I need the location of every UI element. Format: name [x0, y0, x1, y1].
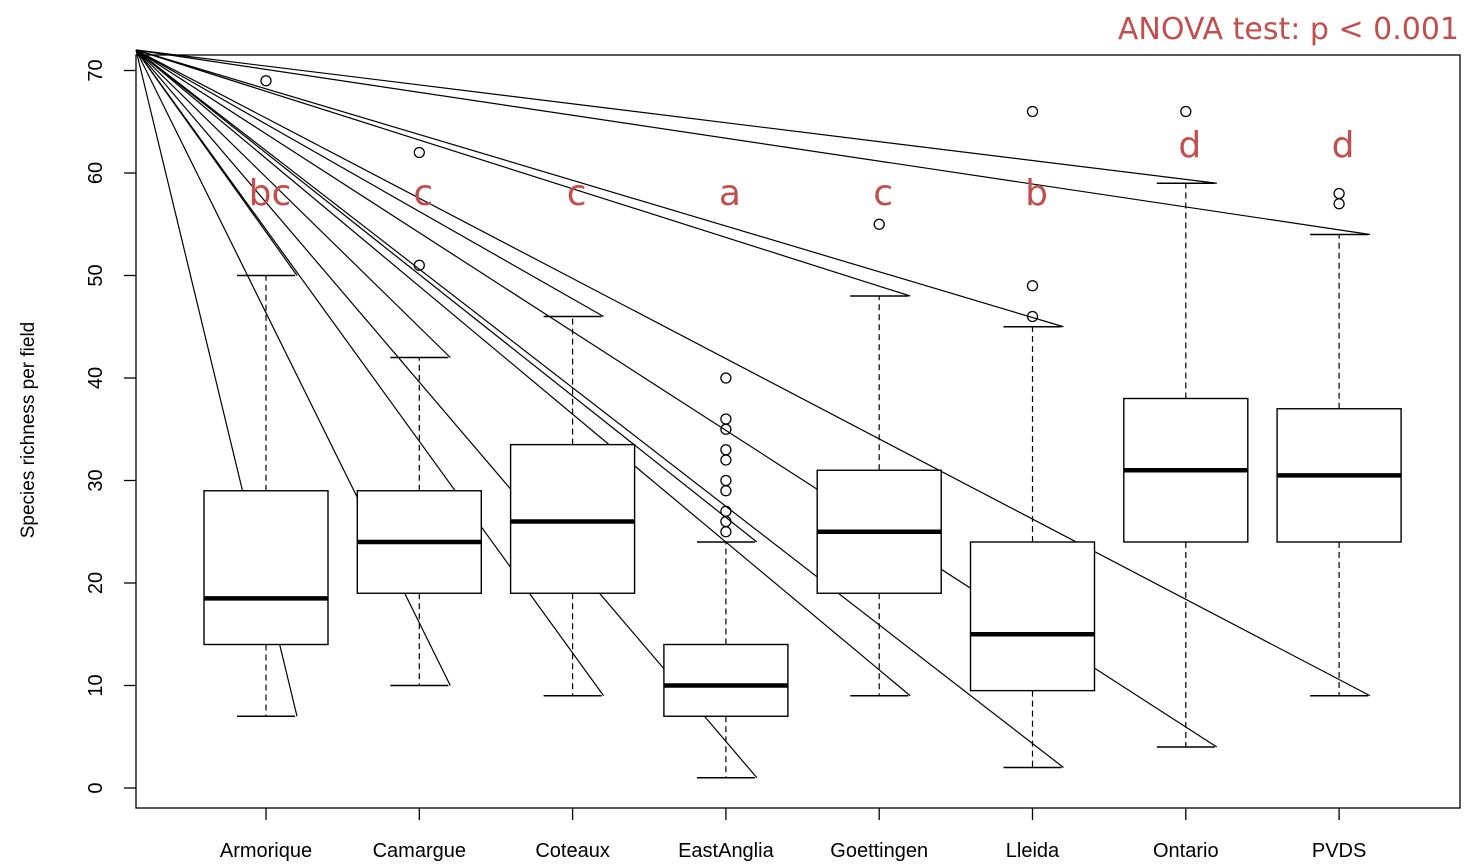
box-camargue [356, 146, 482, 687]
connector-line-high [135, 49, 1064, 328]
connector-line-high [135, 49, 451, 358]
significance-letter: b [1025, 173, 1048, 214]
y-tick-label: 30 [85, 469, 107, 491]
y-tick-label: 40 [85, 367, 107, 389]
x-tick-label: Goettingen [830, 840, 928, 862]
connector-line-low [135, 49, 911, 697]
box-ontario [1123, 105, 1249, 748]
connector-line-high [135, 49, 604, 318]
connector-line-high [135, 49, 758, 543]
y-tick-label: 20 [85, 572, 107, 594]
box-pvds [1276, 187, 1402, 697]
x-tick-label: Ontario [1153, 840, 1219, 862]
outlier-point [720, 474, 732, 487]
outlier-point [1333, 187, 1345, 200]
connector-line-low [135, 49, 758, 779]
connector-line-low [135, 49, 1064, 768]
outlier-point [720, 485, 732, 497]
x-tick-label: Armorique [220, 840, 312, 862]
box-lleida [969, 105, 1096, 769]
outlier-point [720, 413, 732, 425]
outlier-point [720, 372, 732, 384]
significance-letter: c [413, 173, 433, 214]
outlier-point [720, 444, 732, 456]
box-armorique [203, 75, 329, 717]
y-tick-label: 0 [85, 782, 107, 793]
connector-line-high [135, 49, 298, 276]
significance-letter: d [1332, 125, 1355, 166]
outlier-point [413, 259, 425, 271]
significance-letter: bc [249, 173, 292, 214]
significance-letter: a [719, 173, 741, 214]
outlier-point [720, 423, 732, 435]
overlay-lines [135, 49, 1371, 779]
y-tick-label: 70 [85, 59, 107, 81]
outlier-point [1026, 310, 1039, 323]
y-axis-label: Species richness per field [18, 322, 39, 539]
iqr-box [203, 490, 329, 646]
outlier-point [1180, 105, 1192, 118]
iqr-box [969, 541, 1096, 692]
x-tick-label: PVDS [1312, 840, 1366, 862]
iqr-box [509, 443, 636, 594]
iqr-box [663, 643, 789, 717]
significance-letter: c [873, 173, 893, 214]
connector-line-high [135, 49, 1217, 184]
x-tick-label: Camargue [373, 840, 466, 862]
x-tick-label: Coteaux [535, 840, 610, 862]
y-tick-label: 60 [85, 162, 107, 184]
box-coteaux [509, 315, 636, 697]
outlier-point [1333, 198, 1345, 210]
y-tick-label: 10 [85, 674, 107, 696]
y-tick-label: 50 [85, 264, 107, 286]
significance-letter: d [1178, 125, 1201, 166]
connector-line-low [135, 49, 1371, 697]
outlier-point [1026, 280, 1039, 292]
plot-frame [135, 54, 1461, 809]
connector-line-high [135, 49, 1371, 236]
box-eastanglia [663, 372, 789, 779]
box-goettingen [816, 218, 942, 697]
outlier-point [1026, 105, 1039, 118]
significance-letter: c [567, 173, 587, 214]
outlier-point [413, 146, 425, 159]
connector-line-high [135, 49, 911, 297]
outlier-point [720, 454, 732, 466]
outlier-point [720, 505, 732, 517]
boxes [203, 75, 1402, 779]
outlier-point [873, 218, 885, 230]
outlier-point [720, 526, 732, 538]
x-tick-label: Lleida [1006, 840, 1060, 862]
x-tick-label: EastAnglia [678, 840, 774, 862]
axes: 010203040506070ArmoriquebcCamarguecCotea… [85, 54, 1461, 862]
anova-annotation: ANOVA test: p < 0.001 [1118, 12, 1459, 47]
outlier-point [260, 75, 272, 87]
